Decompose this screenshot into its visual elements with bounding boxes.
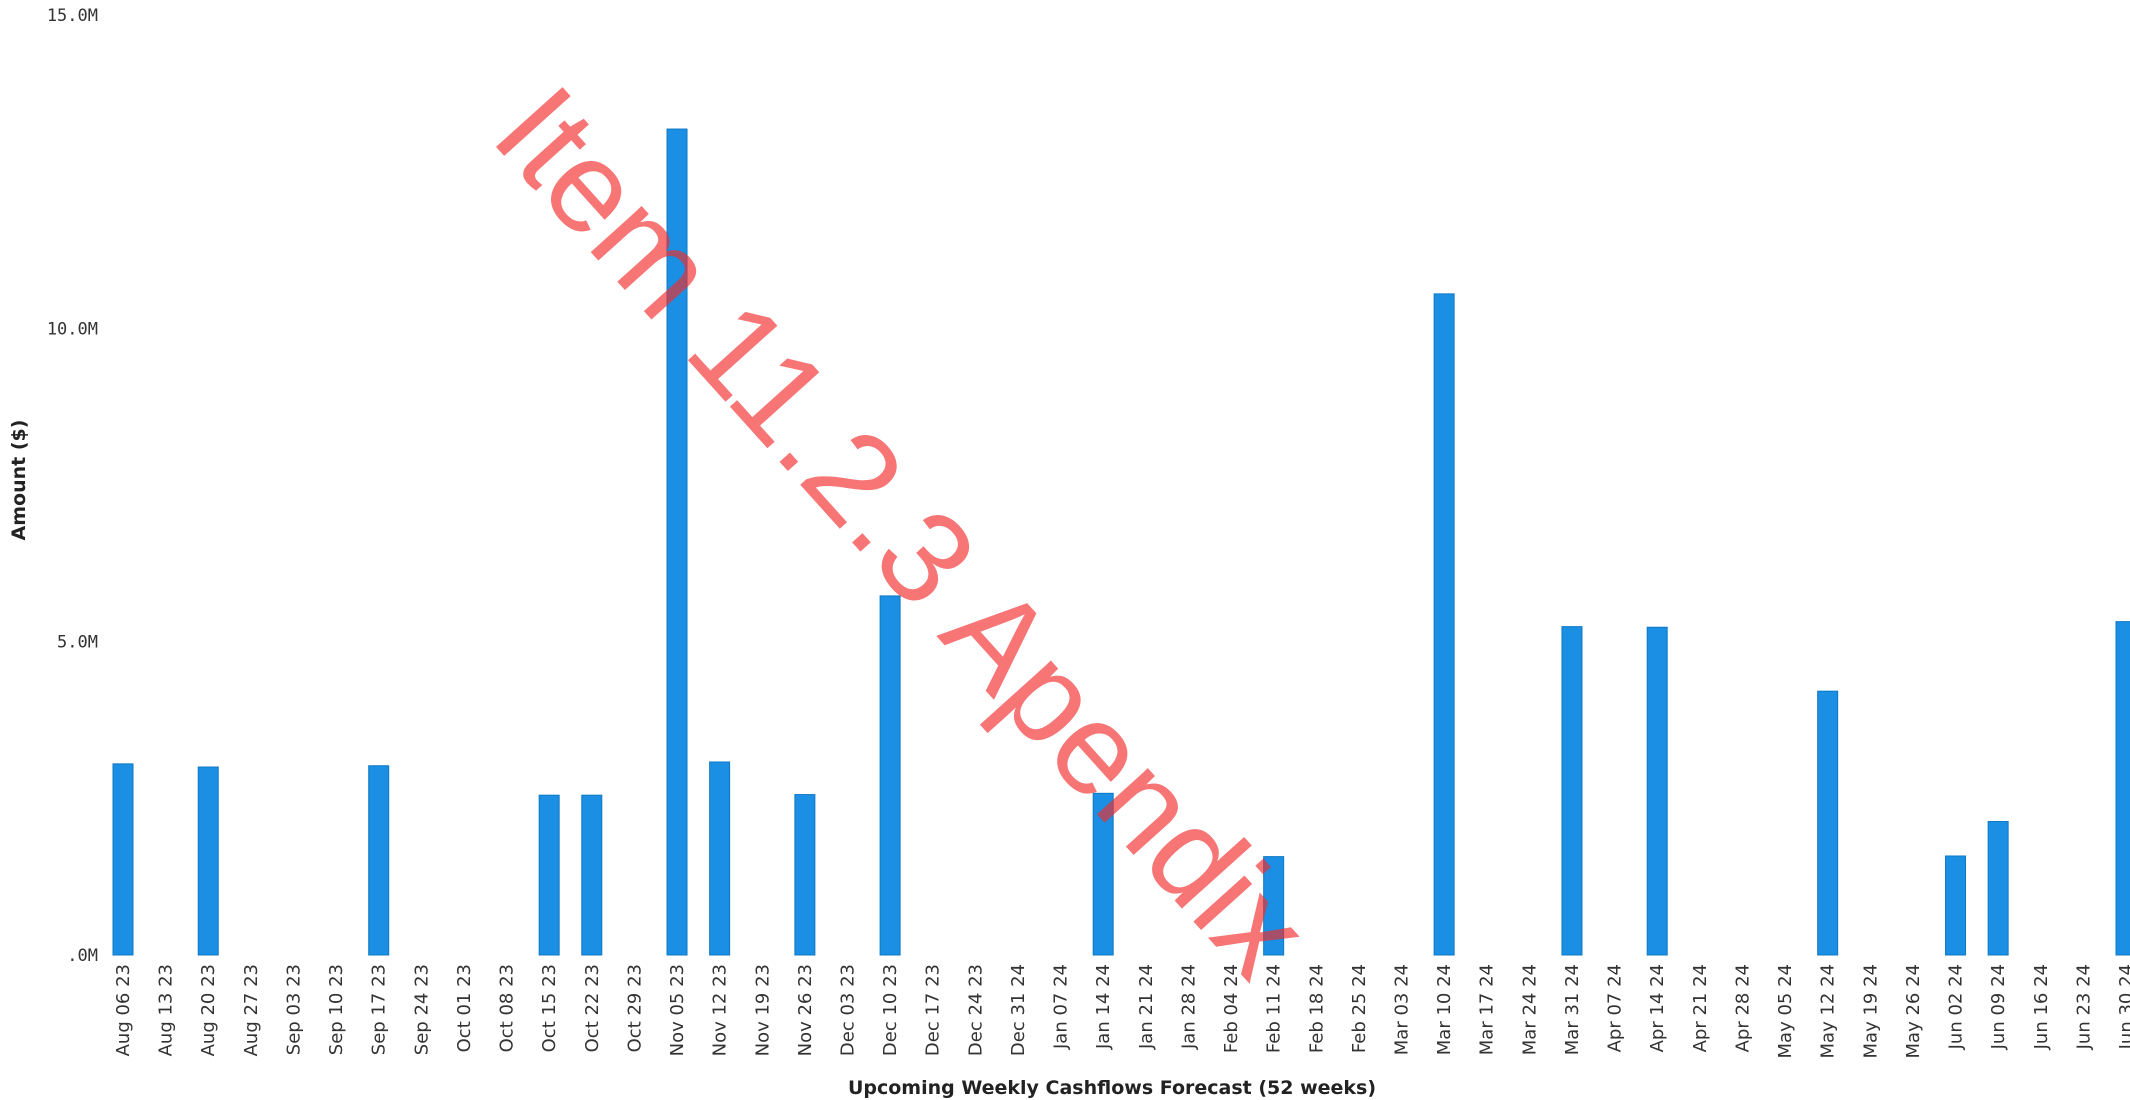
x-tick-label: Jun 16 24	[2031, 964, 2052, 1050]
x-tick-label: Aug 20 23	[198, 964, 219, 1056]
x-tick-label: Mar 24 24	[1519, 964, 1540, 1055]
x-tick-label: Nov 19 23	[752, 964, 773, 1056]
bar	[1092, 792, 1114, 956]
y-tick-label: 15.0M	[47, 6, 98, 26]
bar	[1561, 626, 1583, 956]
x-tick-label: Aug 13 23	[156, 964, 177, 1056]
x-tick-label: Oct 29 23	[624, 964, 645, 1052]
x-tick-label: Sep 24 23	[411, 964, 432, 1055]
x-tick-label: Feb 11 24	[1264, 964, 1285, 1053]
x-tick-label: Oct 15 23	[539, 964, 560, 1052]
x-tick-label: Dec 03 23	[837, 964, 858, 1056]
x-tick-label: Jun 02 24	[1946, 964, 1967, 1050]
x-tick-label: Jan 28 24	[1178, 964, 1199, 1050]
x-tick-label: Oct 01 23	[454, 964, 475, 1052]
x-tick-label: Mar 31 24	[1562, 964, 1583, 1055]
x-tick-label: May 19 24	[1860, 964, 1881, 1058]
x-tick-label: May 26 24	[1903, 964, 1924, 1058]
x-tick-label: Apr 21 24	[1690, 964, 1711, 1052]
x-axis-title: Upcoming Weekly Cashflows Forecast (52 w…	[848, 1077, 1376, 1099]
y-tick-label: 10.0M	[47, 319, 98, 339]
x-tick-label: Apr 14 24	[1647, 964, 1668, 1052]
x-tick-label: Dec 31 24	[1008, 964, 1029, 1056]
bar	[794, 794, 816, 956]
x-tick-label: May 05 24	[1775, 964, 1796, 1058]
bar	[709, 761, 731, 956]
bar	[538, 794, 560, 956]
bar	[1817, 690, 1839, 956]
y-axis-ticks: .0M 5.0M 10.0M 15.0M	[47, 6, 98, 966]
x-tick-label: Mar 10 24	[1434, 964, 1455, 1055]
bar	[1263, 856, 1285, 956]
x-tick-label: May 12 24	[1818, 964, 1839, 1058]
bar	[1646, 626, 1668, 956]
y-axis-title: Amount ($)	[8, 420, 30, 541]
bar	[368, 765, 390, 956]
x-tick-label: Oct 22 23	[582, 964, 603, 1052]
x-tick-label: Mar 17 24	[1477, 964, 1498, 1055]
x-tick-label: Dec 17 23	[923, 964, 944, 1056]
x-tick-label: Feb 18 24	[1306, 964, 1327, 1053]
bar	[666, 128, 688, 956]
y-tick-label: .0M	[67, 946, 98, 966]
plot-area	[112, 128, 2130, 956]
x-tick-label: Feb 25 24	[1349, 964, 1370, 1053]
x-tick-label: Dec 24 23	[965, 964, 986, 1056]
x-tick-label: Jan 07 24	[1051, 964, 1072, 1050]
x-tick-label: Jun 30 24	[2116, 964, 2130, 1050]
bar	[112, 763, 134, 956]
bar	[1987, 821, 2009, 956]
x-tick-label: Oct 08 23	[497, 964, 518, 1052]
x-tick-label: Feb 04 24	[1221, 964, 1242, 1053]
bar	[1945, 855, 1967, 956]
x-tick-label: Aug 27 23	[241, 964, 262, 1056]
bar	[879, 595, 901, 956]
x-tick-label: Sep 03 23	[283, 964, 304, 1055]
x-tick-label: Aug 06 23	[113, 964, 134, 1056]
x-tick-label: Jun 23 24	[2073, 964, 2094, 1050]
x-tick-label: Apr 28 24	[1732, 964, 1753, 1052]
bar	[197, 766, 219, 956]
y-tick-label: 5.0M	[57, 633, 98, 653]
x-tick-label: Sep 17 23	[369, 964, 390, 1055]
x-tick-label: Jan 14 24	[1093, 964, 1114, 1050]
x-tick-label: Nov 05 23	[667, 964, 688, 1056]
x-tick-label: Mar 03 24	[1392, 964, 1413, 1055]
bar	[581, 794, 603, 956]
x-tick-label: Nov 12 23	[710, 964, 731, 1056]
x-tick-label: Dec 10 23	[880, 964, 901, 1056]
x-tick-label: Nov 26 23	[795, 964, 816, 1056]
x-tick-label: Jun 09 24	[1988, 964, 2009, 1050]
x-tick-label: Jan 21 24	[1136, 964, 1157, 1050]
bar	[1433, 293, 1455, 956]
bar	[2115, 621, 2130, 956]
x-axis-ticks: Aug 06 23 Aug 13 23 Aug 20 23 Aug 27 23 Sep …	[113, 964, 2130, 1058]
x-tick-label: Sep 10 23	[326, 964, 347, 1055]
x-tick-label: Apr 07 24	[1605, 964, 1626, 1052]
